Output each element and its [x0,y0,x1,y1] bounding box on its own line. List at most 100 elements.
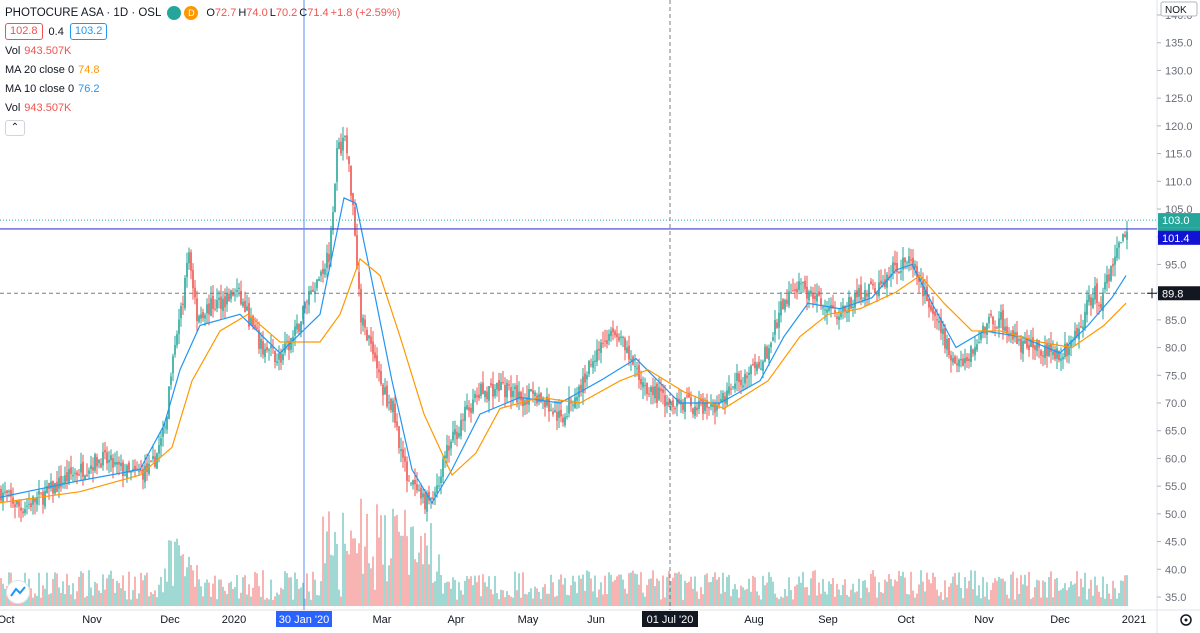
volume-bar [854,592,856,606]
candle-body [1002,310,1004,331]
candle-body [550,410,552,412]
candle-body [114,461,116,465]
sell-button[interactable]: 102.8 [5,23,43,40]
volume-bar [524,593,526,606]
volume-bar [36,595,38,606]
volume-bar [858,578,860,606]
candle-body [576,396,578,401]
volume-bar [68,585,70,606]
candle-body [234,294,236,296]
volume-bar [186,567,188,606]
candle-body [962,358,964,367]
volume-bar [816,595,818,606]
gear-icon[interactable] [1180,614,1192,626]
candle-body [1080,326,1082,328]
volume-bar [1040,597,1042,606]
volume-bar [420,536,422,606]
tradingview-logo-icon[interactable] [6,580,30,604]
candle-body [486,391,488,400]
y-tick-label: 55.0 [1165,481,1186,493]
candle-body [36,497,38,505]
volume-bar [648,579,650,606]
volume-bar [158,584,160,606]
volume-bar [172,585,174,606]
volume-bar [456,599,458,606]
volume-bar [822,578,824,606]
volume-bar [834,596,836,606]
chevron-up-icon[interactable]: ⌃ [5,120,25,136]
indicator-row-volume[interactable]: Vol 943.507K [5,41,402,60]
candle-body [752,364,754,366]
volume-bar [818,582,820,606]
candle-body [728,386,730,394]
y-tick-label: 65.0 [1165,426,1186,438]
volume-bar [708,582,710,606]
eye-icon[interactable] [167,5,182,20]
volume-bar [1012,571,1014,606]
candle-body [146,463,148,472]
candle-body [348,156,350,164]
candle-body [8,490,10,492]
symbol-title[interactable]: PHOTOCURE ASA · 1D · OSL [5,6,162,19]
y-tick-label: 125.0 [1165,93,1193,105]
volume-bar [332,555,334,606]
candle-body [152,456,154,460]
candle-body [376,355,378,369]
volume-bar [184,576,186,606]
volume-bar [660,599,662,606]
candle-body [498,379,500,392]
volume-bar [716,579,718,606]
candle-body [928,298,930,308]
volume-bar [150,592,152,606]
candle-body [958,359,960,367]
candle-body [808,291,810,301]
candle-body [62,482,64,485]
candle-body [1092,298,1094,308]
volume-bar [114,592,116,606]
candle-body [166,416,168,430]
volume-bar [704,574,706,606]
volume-bar [576,593,578,606]
volume-bar [1050,571,1052,606]
candle-body [512,390,514,397]
volume-bar [54,572,56,606]
y-tick-label: 85.0 [1165,315,1186,327]
volume-bar [1000,578,1002,606]
candle-body [978,342,980,344]
candle-body [418,490,420,492]
candle-body [412,480,414,485]
volume-bar [1002,578,1004,606]
candle-body [316,279,318,289]
candle-body [402,449,404,458]
indicator-row-volume-2[interactable]: Vol 943.507K [5,98,402,117]
candle-body [2,492,4,502]
candle-body [802,281,804,283]
volume-bar [804,587,806,606]
candle-body [586,375,588,380]
candle-body [414,479,416,485]
buy-button[interactable]: 103.2 [69,23,108,40]
volume-bar [304,598,306,606]
indicator-row-ma20[interactable]: MA 20 close 0 74.8 [5,60,402,79]
volume-bar [886,581,888,606]
candle-body [974,347,976,356]
candle-body [692,408,694,414]
indicator-row-ma10[interactable]: MA 10 close 0 76.2 [5,79,402,98]
volume-bar [912,590,914,606]
volume-bar [118,583,120,606]
volume-bar [958,572,960,606]
candle-body [322,268,324,274]
candle-body [552,411,554,415]
candle-body [936,319,938,321]
volume-bar [336,544,338,606]
candle-body [690,397,692,407]
candle-body [636,367,638,369]
volume-bar [892,586,894,606]
candle-body [582,376,584,393]
candle-body [1064,343,1066,357]
volume-bar [502,590,504,606]
candle-body [40,492,42,494]
volume-bar [328,511,330,606]
candle-body [282,354,284,361]
